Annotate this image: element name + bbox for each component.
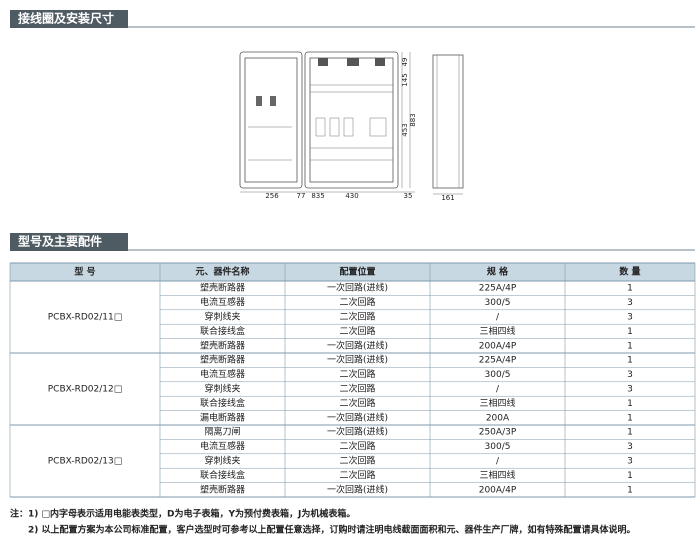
table-cell: 300/5	[485, 298, 511, 308]
table-cell: 穿刺线夹	[204, 455, 240, 467]
table-cell: 3	[627, 457, 633, 467]
table-cell: 塑壳断路器	[200, 483, 245, 495]
table-cell: 1	[627, 471, 633, 481]
table-cell: 3	[627, 442, 633, 452]
table-cell: 1	[627, 485, 633, 495]
table-cell: 一次回路(进线)	[327, 483, 388, 495]
table-cell: 二次回路	[339, 383, 375, 395]
table-header-cell: 元、器件名称	[195, 266, 249, 278]
dimension-label: 430	[345, 192, 358, 200]
table-cell: 二次回路	[339, 296, 375, 308]
table-cell: 一次回路(进线)	[327, 411, 388, 423]
table-cell: 300/5	[485, 442, 511, 452]
table-cell: 3	[627, 385, 633, 395]
table-header-cell: 规 格	[487, 266, 509, 278]
table-cell: 1	[627, 341, 633, 351]
notes-label: 注：	[10, 508, 28, 520]
section-tab	[10, 233, 128, 251]
dimension-label: 145	[401, 73, 409, 86]
dimension-label: 256	[265, 192, 279, 200]
table-header-cell: 配置位置	[339, 266, 375, 278]
table-cell: 二次回路	[339, 311, 375, 323]
table-cell: 250A/3P	[479, 428, 517, 438]
table-cell: 一次回路(进线)	[327, 339, 388, 351]
table-cell: 二次回路	[339, 440, 375, 452]
table-cell: 3	[627, 313, 633, 323]
note: 1) □内字母表示适用电能表类型，D为电子表箱，Y为预付费表箱，J为机械表箱。	[28, 508, 355, 520]
table-cell: 电流互感器	[200, 368, 245, 380]
table-cell: 二次回路	[339, 325, 375, 337]
table-cell: 1	[627, 428, 633, 438]
table-cell: 1	[627, 284, 633, 294]
table-cell: 3	[627, 298, 633, 308]
section-bar	[10, 249, 695, 251]
section-title: 接线圈及安装尺寸	[18, 11, 114, 26]
table-cell: 一次回路(进线)	[327, 354, 388, 366]
table-cell: /	[496, 457, 500, 467]
table-cell: 塑壳断路器	[200, 282, 245, 294]
table-cell: 1	[627, 356, 633, 366]
table-cell: /	[496, 385, 500, 395]
table-cell: 联合接线盒	[200, 469, 245, 481]
dimension-label: 49	[401, 58, 409, 67]
dimension-label: 453	[401, 123, 409, 136]
table-cell: 一次回路(进线)	[327, 282, 388, 294]
table-cell: 漏电断路器	[200, 411, 245, 423]
dimension-label: 835	[311, 192, 324, 200]
dimension-label: 883	[409, 113, 417, 126]
dimension-label: 161	[441, 194, 454, 202]
table-cell: 200A/4P	[479, 485, 517, 495]
table-header-bg	[10, 263, 695, 281]
table-cell: 二次回路	[339, 397, 375, 409]
table-cell: 二次回路	[339, 455, 375, 467]
table-cell: 300/5	[485, 370, 511, 380]
table-cell: 二次回路	[339, 368, 375, 380]
section-title: 型号及主要配件	[18, 234, 102, 249]
table-cell: 穿刺线夹	[204, 383, 240, 395]
table-cell: 225A/4P	[479, 356, 517, 366]
table-cell: 三相四线	[479, 397, 515, 409]
table-cell: 穿刺线夹	[204, 311, 240, 323]
table-header-cell: 数 量	[619, 266, 640, 278]
table-header-cell: 型 号	[74, 266, 95, 278]
model-cell: PCBX-RD02/13□	[48, 457, 122, 467]
table-cell: 200A	[486, 413, 510, 423]
table-cell: 二次回路	[339, 469, 375, 481]
dimension-label: 35	[404, 192, 413, 200]
table-cell: 联合接线盒	[200, 325, 245, 337]
table-cell: 联合接线盒	[200, 397, 245, 409]
note: 2) 以上配置方案为本公司标准配置，客户选型时可参考以上配置任意选择，订购时请注…	[28, 524, 636, 536]
table-cell: 一次回路(进线)	[327, 426, 388, 438]
table-cell: 塑壳断路器	[200, 354, 245, 366]
table-cell: 1	[627, 399, 633, 409]
table-cell: 隔离刀闸	[204, 426, 240, 438]
table-cell: 电流互感器	[200, 296, 245, 308]
section-tab	[10, 10, 128, 28]
technical-drawing	[239, 51, 464, 195]
table-cell: 塑壳断路器	[200, 339, 245, 351]
table-cell: 200A/4P	[479, 341, 517, 351]
table-cell: 3	[627, 370, 633, 380]
table-cell: /	[496, 313, 500, 323]
table-cell: 225A/4P	[479, 284, 517, 294]
table-cell: 三相四线	[479, 325, 515, 337]
model-cell: PCBX-RD02/11□	[48, 313, 122, 323]
dimension-label: 77	[297, 192, 306, 200]
table-cell: 1	[627, 413, 633, 423]
table-cell: 三相四线	[479, 469, 515, 481]
table-cell: 电流互感器	[200, 440, 245, 452]
table-cell: 1	[627, 327, 633, 337]
model-cell: PCBX-RD02/12□	[48, 385, 122, 395]
section-bar	[10, 26, 695, 28]
